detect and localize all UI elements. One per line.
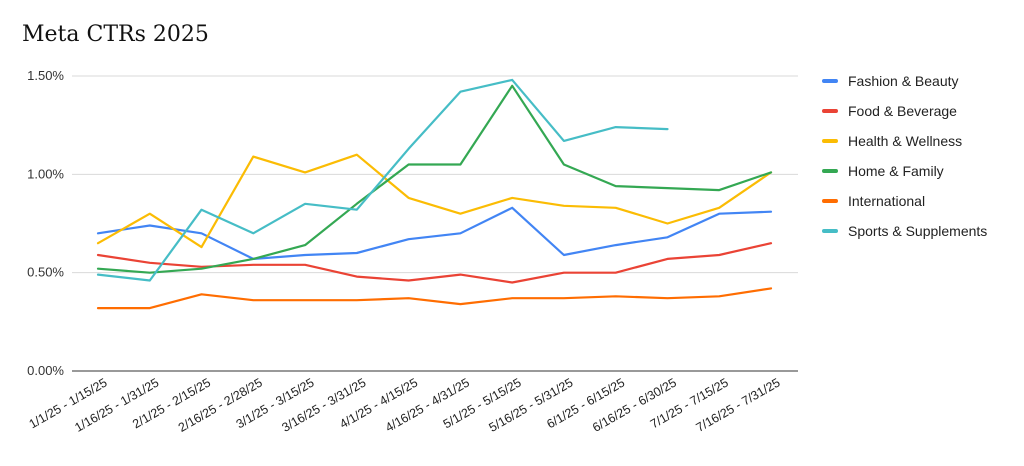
series-line-international <box>96 287 773 310</box>
legend-swatch <box>822 199 838 203</box>
y-tick-label: 1.00% <box>27 166 64 181</box>
y-tick-label: 0.50% <box>27 265 64 280</box>
series-line-fashion-beauty <box>96 206 773 260</box>
chart-title: Meta CTRs 2025 <box>22 22 209 47</box>
legend-label: International <box>848 193 926 209</box>
series-line-sports-supplements <box>96 78 669 282</box>
x-axis-ticks: 1/1/25 - 1/15/251/16/25 - 1/31/252/1/25 … <box>27 375 783 434</box>
legend-label: Home & Family <box>848 163 944 179</box>
y-tick-label: 0.00% <box>27 363 64 378</box>
legend-swatch <box>822 169 838 173</box>
legend-item[interactable]: Sports & Supplements <box>822 216 987 246</box>
legend-swatch <box>822 229 838 233</box>
series-line-food-beverage <box>96 242 773 284</box>
legend-swatch <box>822 109 838 113</box>
series-line-home-family <box>96 84 773 274</box>
gridlines <box>72 75 798 372</box>
y-axis-ticks: 0.00% 0.50% 1.00% 1.50% <box>27 68 64 378</box>
legend-swatch <box>822 79 838 83</box>
legend-label: Sports & Supplements <box>848 223 988 239</box>
y-tick-label: 1.50% <box>27 68 64 83</box>
series-lines <box>96 78 773 310</box>
legend-swatch <box>822 139 838 143</box>
series-line-health-wellness <box>96 153 773 249</box>
legend-label: Fashion & Beauty <box>848 73 959 89</box>
legend-item[interactable]: Home & Family <box>822 156 987 186</box>
legend-label: Food & Beverage <box>848 103 957 119</box>
legend: Fashion & Beauty Food & Beverage Health & … <box>822 66 987 246</box>
legend-item[interactable]: Food & Beverage <box>822 96 987 126</box>
legend-item[interactable]: International <box>822 186 987 216</box>
legend-item[interactable]: Fashion & Beauty <box>822 66 987 96</box>
legend-label: Health & Wellness <box>848 133 963 149</box>
legend-item[interactable]: Health & Wellness <box>822 126 987 156</box>
